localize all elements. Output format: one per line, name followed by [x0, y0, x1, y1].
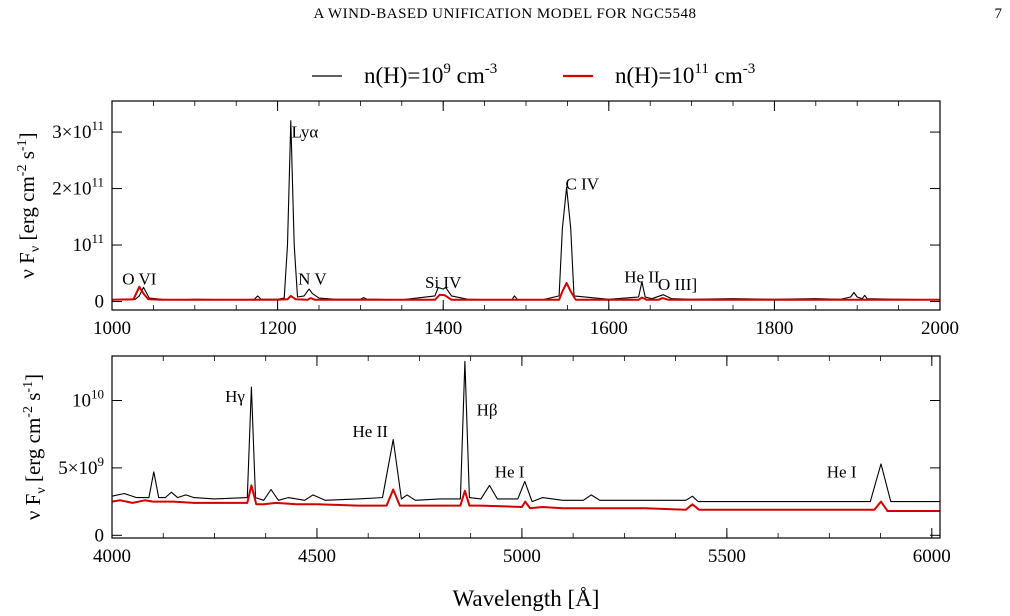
x-axis-label: Wavelength [Å]	[453, 586, 600, 611]
panel-optical: 4000 4500 5000 5500 6000 0 5×109 1010 Hγ He II Hβ H…	[21, 355, 951, 611]
y-tick-label: 1011	[72, 231, 104, 256]
y-tick-label: 1010	[72, 386, 104, 411]
line-label: He I	[827, 462, 857, 481]
line-label: Lyα	[291, 123, 318, 142]
x-tick-label: 1400	[424, 318, 462, 339]
line-label: Hγ	[225, 387, 245, 406]
legend-entry-1: n(H)=1011 cm-3	[615, 61, 755, 88]
y-axis-label: ν Fν [erg cm-2 s-1]	[15, 132, 43, 278]
line-label: Si IV	[425, 273, 462, 292]
x-tick-label: 1800	[755, 318, 793, 339]
series-line-high-density	[111, 484, 940, 512]
line-label: He I	[495, 462, 525, 481]
series-line-low-density	[112, 120, 941, 301]
legend: n(H)=109 cm-3 n(H)=1011 cm-3	[312, 61, 755, 88]
legend-entry-0: n(H)=109 cm-3	[364, 61, 497, 88]
x-tick-label: 4000	[93, 546, 131, 567]
running-head: A WIND-BASED UNIFICATION MODEL FOR NGC55…	[313, 6, 697, 22]
series-line-high-density	[111, 281, 940, 301]
y-tick-label: 5×109	[58, 454, 104, 479]
line-label: He II	[624, 267, 660, 286]
line-label: C IV	[566, 175, 600, 194]
line-label: O VI	[122, 270, 156, 289]
line-label: O III]	[658, 275, 697, 294]
plot-frame	[111, 355, 941, 539]
x-tick-label: 6000	[913, 546, 951, 567]
line-label: N V	[298, 270, 327, 289]
x-tick-label: 1200	[259, 318, 297, 339]
x-tick-label: 5000	[503, 546, 541, 567]
x-tick-label: 1600	[590, 318, 628, 339]
y-tick-label: 0	[95, 292, 105, 313]
x-tick-label: 2000	[921, 318, 959, 339]
y-tick-label: 3×1011	[52, 118, 104, 143]
page-number: 7	[994, 6, 1003, 22]
x-tick-label: 5500	[708, 546, 746, 567]
y-tick-label: 0	[95, 525, 105, 546]
series-line-low-density	[111, 360, 940, 503]
line-label: He II	[353, 422, 389, 441]
y-tick-label: 2×1011	[52, 175, 104, 200]
y-axis-label: ν Fν [erg cm-2 s-1]	[21, 374, 49, 520]
panel-uv: 1000 1200 1400 1600 1800 2000 0 1011 2×1011 3×101…	[15, 100, 959, 339]
line-label: Hβ	[477, 400, 498, 419]
x-tick-label: 1000	[93, 318, 131, 339]
x-tick-label: 4500	[298, 546, 336, 567]
plot-frame	[111, 100, 941, 311]
